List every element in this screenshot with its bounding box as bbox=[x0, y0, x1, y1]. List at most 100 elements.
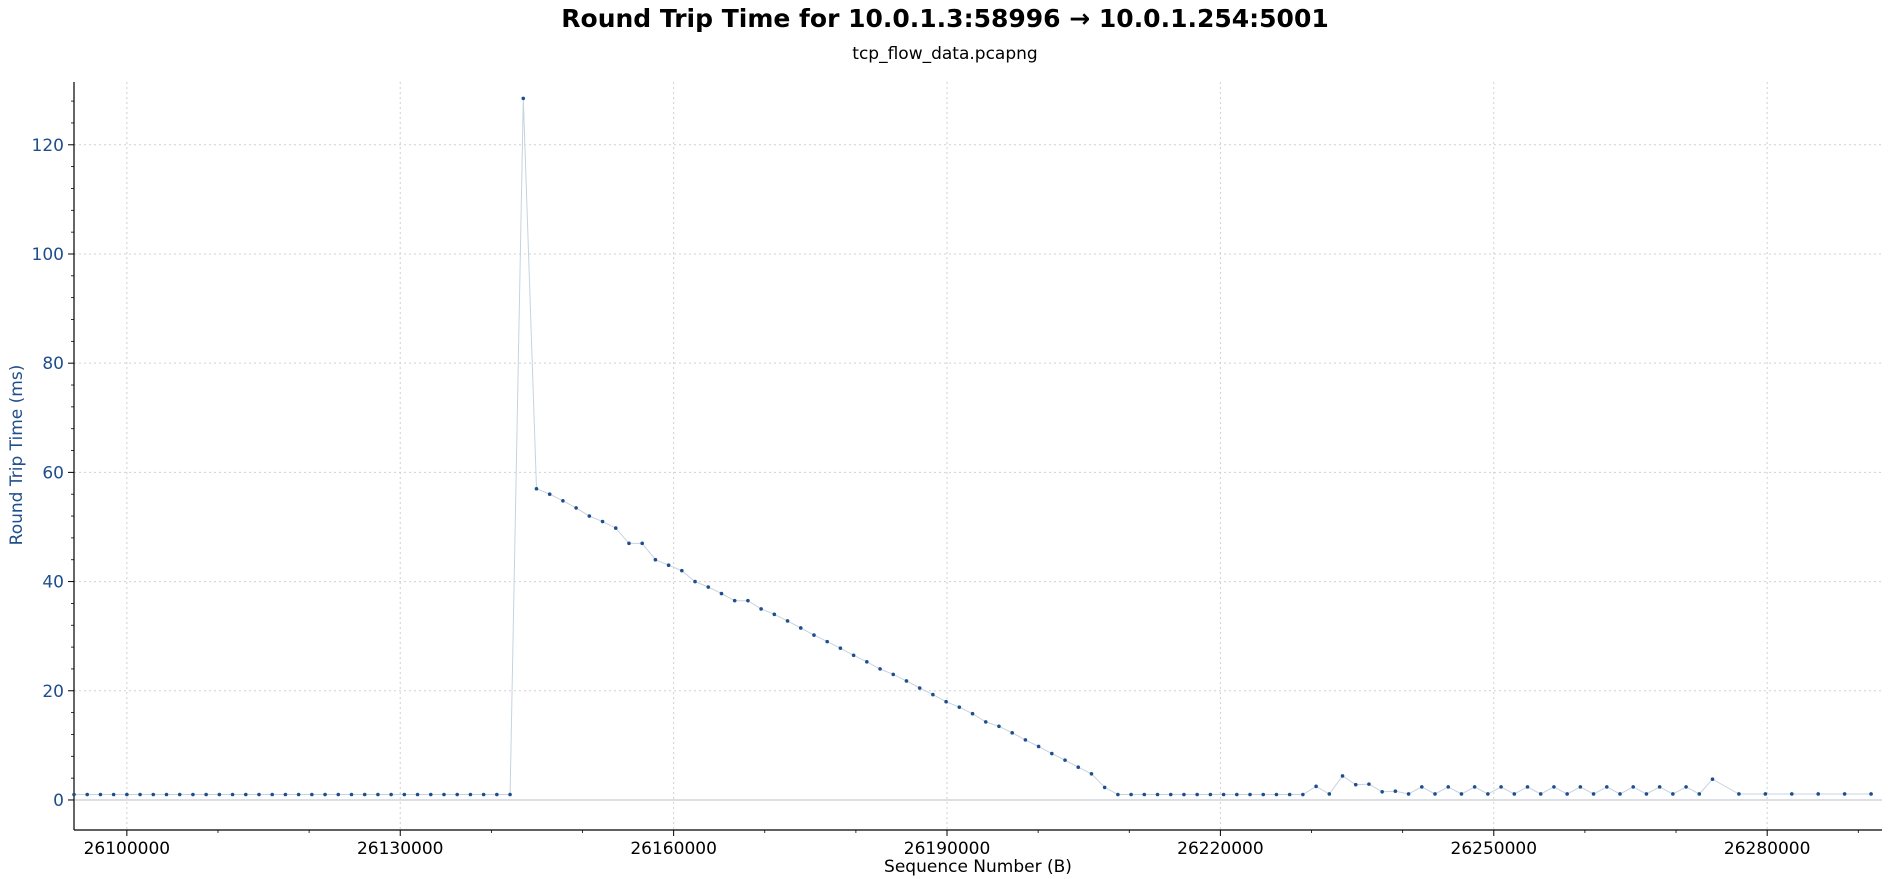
data-point bbox=[1235, 792, 1239, 797]
data-point bbox=[812, 633, 816, 637]
data-point bbox=[495, 792, 499, 797]
data-point bbox=[1287, 792, 1292, 797]
data-point bbox=[732, 598, 737, 603]
data-point bbox=[296, 792, 301, 797]
data-point bbox=[640, 541, 644, 546]
data-point bbox=[521, 96, 526, 101]
y-axis-label: Round Trip Time (ms) bbox=[7, 365, 27, 546]
data-point bbox=[111, 792, 116, 797]
data-point bbox=[1671, 792, 1675, 796]
data-point bbox=[1393, 789, 1398, 794]
y-tick-label: 120 bbox=[32, 136, 64, 156]
data-point bbox=[825, 639, 829, 644]
data-point bbox=[415, 792, 420, 797]
data-point bbox=[349, 792, 354, 797]
data-point bbox=[865, 660, 869, 664]
data-point bbox=[997, 724, 1001, 729]
data-point bbox=[217, 792, 222, 797]
data-point bbox=[1168, 792, 1173, 797]
data-point bbox=[798, 626, 803, 630]
data-point bbox=[191, 792, 195, 797]
rtt-series bbox=[72, 96, 1873, 797]
data-point bbox=[138, 792, 142, 797]
data-point bbox=[428, 792, 433, 797]
data-point bbox=[468, 792, 473, 797]
data-point bbox=[1591, 792, 1596, 796]
y-tick-label: 40 bbox=[42, 573, 64, 593]
chart-subtitle: tcp_flow_data.pcapng bbox=[852, 44, 1037, 64]
data-point bbox=[587, 514, 592, 518]
data-point bbox=[1129, 792, 1133, 797]
data-point bbox=[1737, 792, 1741, 796]
data-point bbox=[1512, 792, 1517, 796]
data-point bbox=[283, 792, 288, 797]
data-point bbox=[402, 792, 407, 797]
x-tick-label: 26160000 bbox=[630, 839, 717, 859]
data-point bbox=[547, 492, 552, 497]
data-point bbox=[1419, 785, 1424, 789]
data-point bbox=[653, 557, 658, 562]
data-point bbox=[1552, 785, 1556, 789]
data-point bbox=[613, 526, 618, 530]
data-point bbox=[389, 792, 393, 797]
data-point bbox=[1248, 792, 1252, 797]
data-point bbox=[481, 792, 486, 797]
data-point bbox=[600, 519, 605, 524]
data-point bbox=[362, 792, 367, 797]
data-point bbox=[125, 792, 129, 797]
data-point bbox=[1631, 785, 1636, 789]
data-point bbox=[1221, 792, 1226, 797]
x-tick-label: 26250000 bbox=[1451, 839, 1538, 859]
data-point bbox=[72, 792, 76, 797]
data-point bbox=[323, 792, 327, 797]
data-point bbox=[455, 792, 459, 797]
data-point bbox=[878, 667, 882, 671]
data-point bbox=[1525, 785, 1530, 789]
data-point bbox=[1446, 785, 1451, 789]
data-point bbox=[983, 720, 988, 724]
data-point bbox=[944, 699, 948, 704]
data-point bbox=[1155, 792, 1160, 797]
data-point bbox=[257, 792, 261, 797]
data-point bbox=[746, 598, 750, 603]
data-point bbox=[851, 653, 856, 658]
data-point bbox=[1842, 792, 1847, 796]
data-point bbox=[917, 686, 922, 690]
data-point bbox=[336, 792, 341, 797]
data-point bbox=[270, 792, 275, 797]
data-point bbox=[177, 792, 182, 797]
data-point bbox=[1274, 792, 1279, 797]
data-point bbox=[1063, 758, 1067, 762]
data-point bbox=[706, 585, 711, 589]
data-point bbox=[1023, 738, 1028, 742]
data-point bbox=[1102, 785, 1107, 790]
data-point bbox=[719, 591, 724, 596]
x-tick-label: 26220000 bbox=[1177, 839, 1264, 859]
data-point bbox=[1604, 785, 1609, 789]
grid bbox=[74, 82, 1882, 830]
data-point bbox=[1142, 792, 1147, 797]
data-point bbox=[230, 792, 235, 797]
data-point bbox=[680, 568, 684, 573]
data-point bbox=[85, 792, 90, 797]
data-point bbox=[838, 646, 843, 650]
x-tick-label: 26190000 bbox=[904, 839, 991, 859]
data-point bbox=[1697, 792, 1702, 796]
data-point bbox=[1340, 774, 1345, 778]
data-point bbox=[204, 792, 208, 797]
data-point bbox=[1195, 792, 1199, 797]
data-point bbox=[1472, 785, 1477, 789]
data-point bbox=[666, 563, 671, 567]
data-point bbox=[1486, 792, 1490, 796]
data-point bbox=[1578, 785, 1583, 789]
data-point bbox=[772, 612, 777, 617]
data-point bbox=[1353, 782, 1358, 787]
data-point bbox=[1710, 777, 1715, 782]
x-axis-label: Sequence Number (B) bbox=[884, 857, 1072, 877]
data-point bbox=[627, 541, 631, 546]
data-point bbox=[1036, 744, 1041, 749]
data-point bbox=[1433, 792, 1437, 796]
data-point bbox=[1789, 792, 1794, 796]
data-point bbox=[931, 692, 935, 697]
